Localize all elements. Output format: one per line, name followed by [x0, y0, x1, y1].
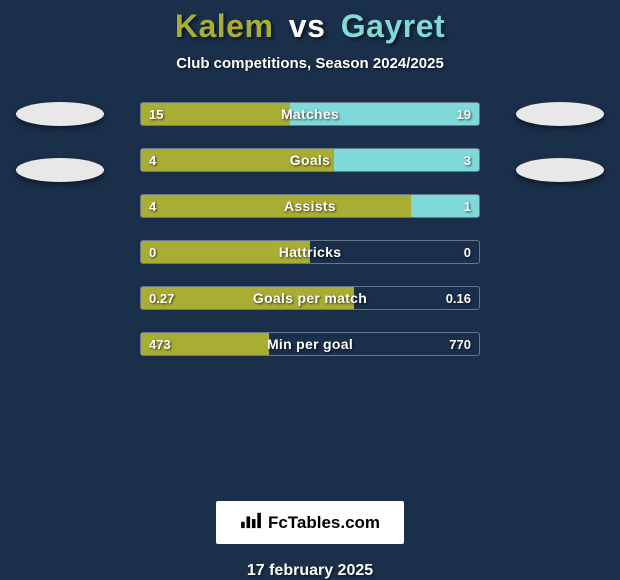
- stat-row: 43Goals: [140, 148, 480, 172]
- footer-date: 17 february 2025: [247, 562, 373, 580]
- avatar-ellipse: [16, 158, 104, 182]
- player1-name: Kalem: [175, 8, 274, 44]
- stat-label: Hattricks: [141, 241, 479, 263]
- stat-row: 00Hattricks: [140, 240, 480, 264]
- avatar-ellipse: [16, 102, 104, 126]
- comparison-card: Kalem vs Gayret Club competitions, Seaso…: [0, 0, 620, 580]
- stat-label: Min per goal: [141, 333, 479, 355]
- stats-list: 1519Matches 43Goals 41Assists 00Hattricks 0.…: [140, 102, 480, 356]
- stat-label: Matches: [141, 103, 479, 125]
- stat-row: 0.270.16Goals per match: [140, 286, 480, 310]
- vs-separator: vs: [289, 8, 326, 44]
- stat-label: Assists: [141, 195, 479, 217]
- avatar-ellipse: [516, 102, 604, 126]
- content-area: 1519Matches 43Goals 41Assists 00Hattricks 0.…: [0, 102, 620, 483]
- stat-label: Goals per match: [141, 287, 479, 309]
- avatar-ellipse: [516, 158, 604, 182]
- player2-name: Gayret: [341, 8, 445, 44]
- player1-avatar-column: [16, 102, 104, 182]
- player2-avatar-column: [516, 102, 604, 182]
- subtitle: Club competitions, Season 2024/2025: [176, 55, 444, 72]
- page-title: Kalem vs Gayret: [175, 8, 445, 45]
- stat-row: 473770Min per goal: [140, 332, 480, 356]
- logo-text: FcTables.com: [268, 513, 380, 533]
- bar-chart-icon: [240, 511, 262, 534]
- stat-row: 41Assists: [140, 194, 480, 218]
- stat-label: Goals: [141, 149, 479, 171]
- fctables-logo: FcTables.com: [216, 501, 404, 544]
- stat-row: 1519Matches: [140, 102, 480, 126]
